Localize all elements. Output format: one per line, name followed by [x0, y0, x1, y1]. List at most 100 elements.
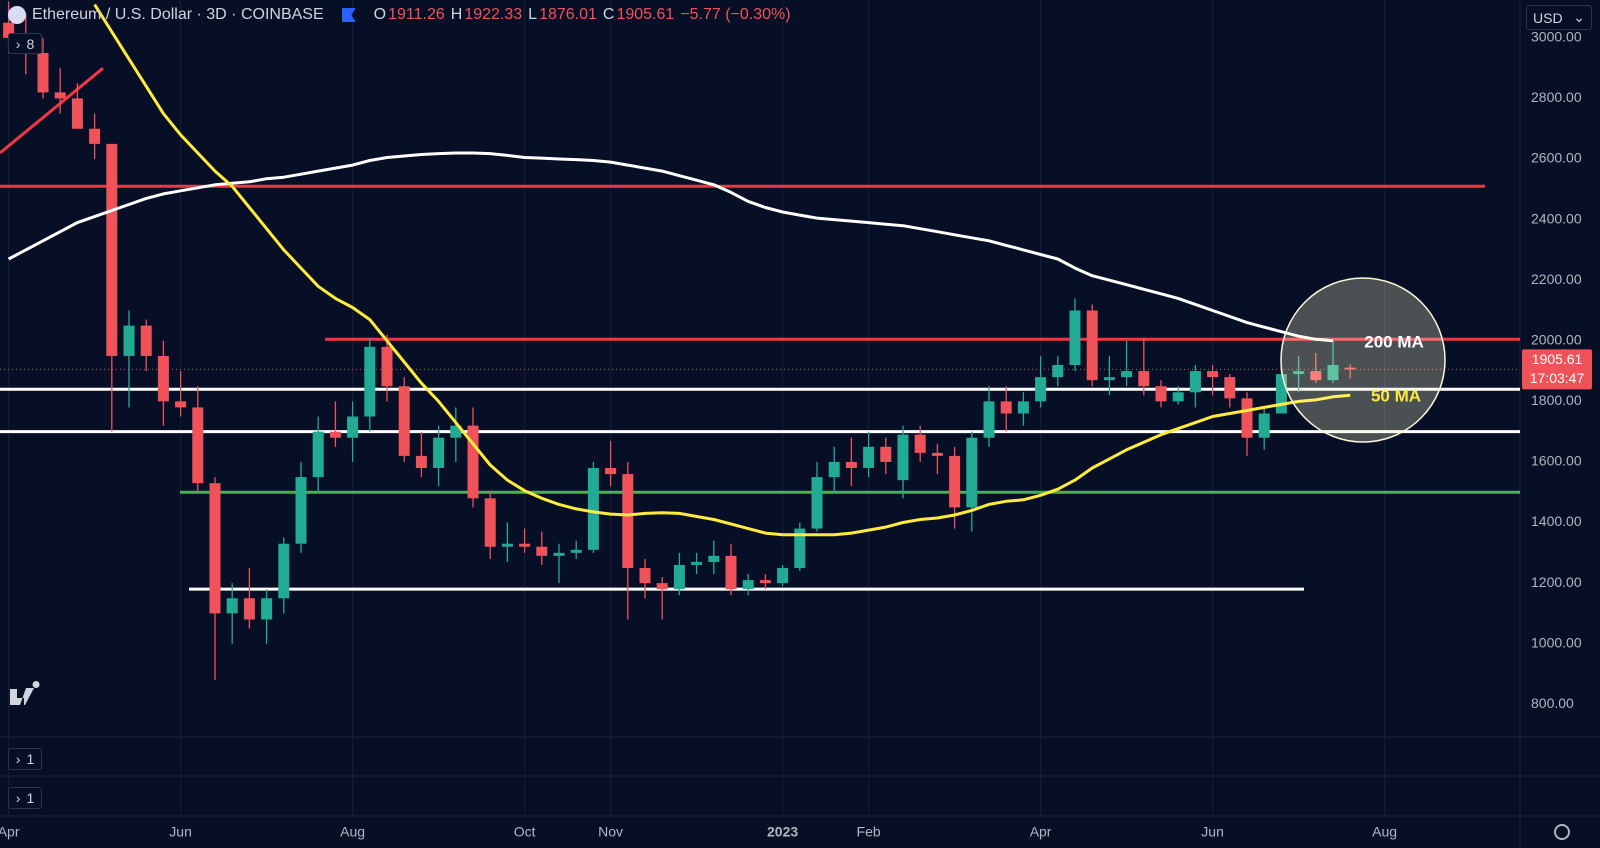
candle-body [1035, 377, 1047, 402]
candle-body [1172, 392, 1184, 402]
candle-body [1207, 371, 1219, 378]
ohlc-label: L [528, 6, 538, 23]
tv-logo [10, 681, 40, 705]
candle-body [811, 477, 823, 529]
candle-body [89, 128, 101, 144]
pane-button[interactable]: › 1 [8, 748, 42, 770]
candle-body [1189, 371, 1201, 393]
y-tick-label: 1000.00 [1531, 634, 1582, 650]
axes-layer: Apr Jun Aug Oct Nov 2023 Feb Apr Jun Aug 800.00 100… [0, 29, 1592, 840]
ohlc-value: 1876.01 [539, 6, 597, 23]
y-tick-label: 800.00 [1531, 695, 1574, 711]
pane-label: 1 [26, 790, 35, 806]
candle-body [1327, 365, 1339, 381]
candle-body [123, 325, 135, 356]
highlight-circle [1280, 277, 1446, 443]
candle-body [777, 567, 789, 584]
y-tick-label: 1800.00 [1531, 392, 1582, 408]
candle-body [278, 543, 290, 599]
chevron: › [15, 35, 21, 52]
candle-body [553, 552, 565, 556]
ohlc-values: O 1911.26 H 1922.33 L 1876.01 C 1905.61 [370, 6, 675, 24]
y-tick-label: 2800.00 [1531, 89, 1582, 105]
y-tick-label: 2200.00 [1531, 271, 1582, 287]
ohlc-value: 1905.61 [616, 6, 675, 23]
candle-body [983, 401, 995, 438]
y-tick-label: 2400.00 [1531, 210, 1582, 226]
price-tag [1522, 349, 1592, 390]
candle-body [157, 355, 169, 402]
candle-body [364, 346, 376, 417]
y-tick-label: 1200.00 [1531, 574, 1582, 590]
x-tick-label: Jun [1201, 824, 1224, 840]
chevron: › [15, 790, 21, 806]
candle-body [415, 455, 427, 469]
y-tick-label: 2600.00 [1531, 150, 1582, 166]
change: −5.77 (−0.30%) [680, 6, 791, 23]
candle-body [54, 92, 66, 99]
candle-body [1103, 377, 1115, 381]
x-tick-label: Oct [514, 824, 536, 840]
symbol-title: Ethereum / U.S. Dollar · 3D · COINBASE [32, 6, 324, 23]
candle-body [708, 555, 720, 562]
x-tick-label: Nov [598, 824, 623, 840]
candle-body [536, 546, 548, 556]
candle-body [1138, 371, 1150, 387]
x-tick-label: Apr [0, 824, 20, 840]
candle-body [1086, 310, 1098, 381]
candle-body [450, 425, 462, 438]
ma-line [93, 3, 1351, 537]
candle-body [1069, 310, 1081, 366]
header: Ethereum / U.S. Dollar · 3D · COINBASE O… [8, 6, 791, 24]
x-tick-label: Apr [1030, 824, 1052, 840]
candle-body [966, 437, 978, 508]
candle-body [3, 22, 15, 38]
candle-body [175, 401, 187, 408]
settings-icon[interactable] [1554, 824, 1570, 840]
candle-body [192, 407, 204, 484]
candle-body [949, 455, 961, 508]
candle-body [605, 468, 617, 475]
currency-select[interactable]: USD ⌄ [1526, 5, 1592, 30]
x-tick-label: Aug [1372, 824, 1397, 840]
candle-body [794, 528, 806, 568]
x-tick-label: Aug [340, 824, 365, 840]
candle-body [1241, 398, 1253, 438]
candle-body [381, 346, 393, 387]
candle-body [742, 580, 754, 590]
candle-body [1121, 371, 1133, 378]
candle-body [37, 53, 49, 93]
candle-body [691, 561, 703, 565]
pane-button[interactable]: › 1 [8, 787, 42, 809]
candle-body [759, 580, 771, 584]
candle-body [501, 543, 513, 547]
ohlc-value: 1922.33 [464, 6, 523, 23]
candle-body [1275, 374, 1287, 414]
candle-body [1310, 371, 1322, 381]
y-tick-label: 2000.00 [1531, 331, 1582, 347]
plot-area [0, 1, 1520, 681]
flag-icon[interactable] [341, 8, 356, 22]
candle-body [398, 386, 410, 456]
price-tag-value: 1905.61 [1532, 351, 1583, 367]
candle-body [467, 425, 479, 499]
candle-body [725, 555, 737, 590]
candle-body [1293, 371, 1305, 375]
candle-body [931, 452, 943, 456]
candle-body [433, 437, 445, 469]
candle-body [897, 434, 909, 481]
ohlc-value: 1911.26 [388, 6, 445, 23]
ma-label: 200 MA [1364, 332, 1424, 351]
currency: USD [1533, 9, 1563, 26]
x-tick-label: Jun [169, 824, 192, 840]
x-tick-label: Feb [857, 824, 881, 840]
ohlc-label: C [602, 6, 615, 23]
price-tag-countdown: 17:03:47 [1530, 370, 1585, 386]
candle-body [622, 474, 634, 568]
collapse-button[interactable]: › 8 [8, 33, 42, 54]
candle-body [914, 434, 926, 453]
candle-body [1017, 401, 1029, 414]
candle-body [106, 143, 118, 356]
y-tick-label: 3000.00 [1531, 29, 1582, 45]
candle-body [639, 567, 651, 584]
